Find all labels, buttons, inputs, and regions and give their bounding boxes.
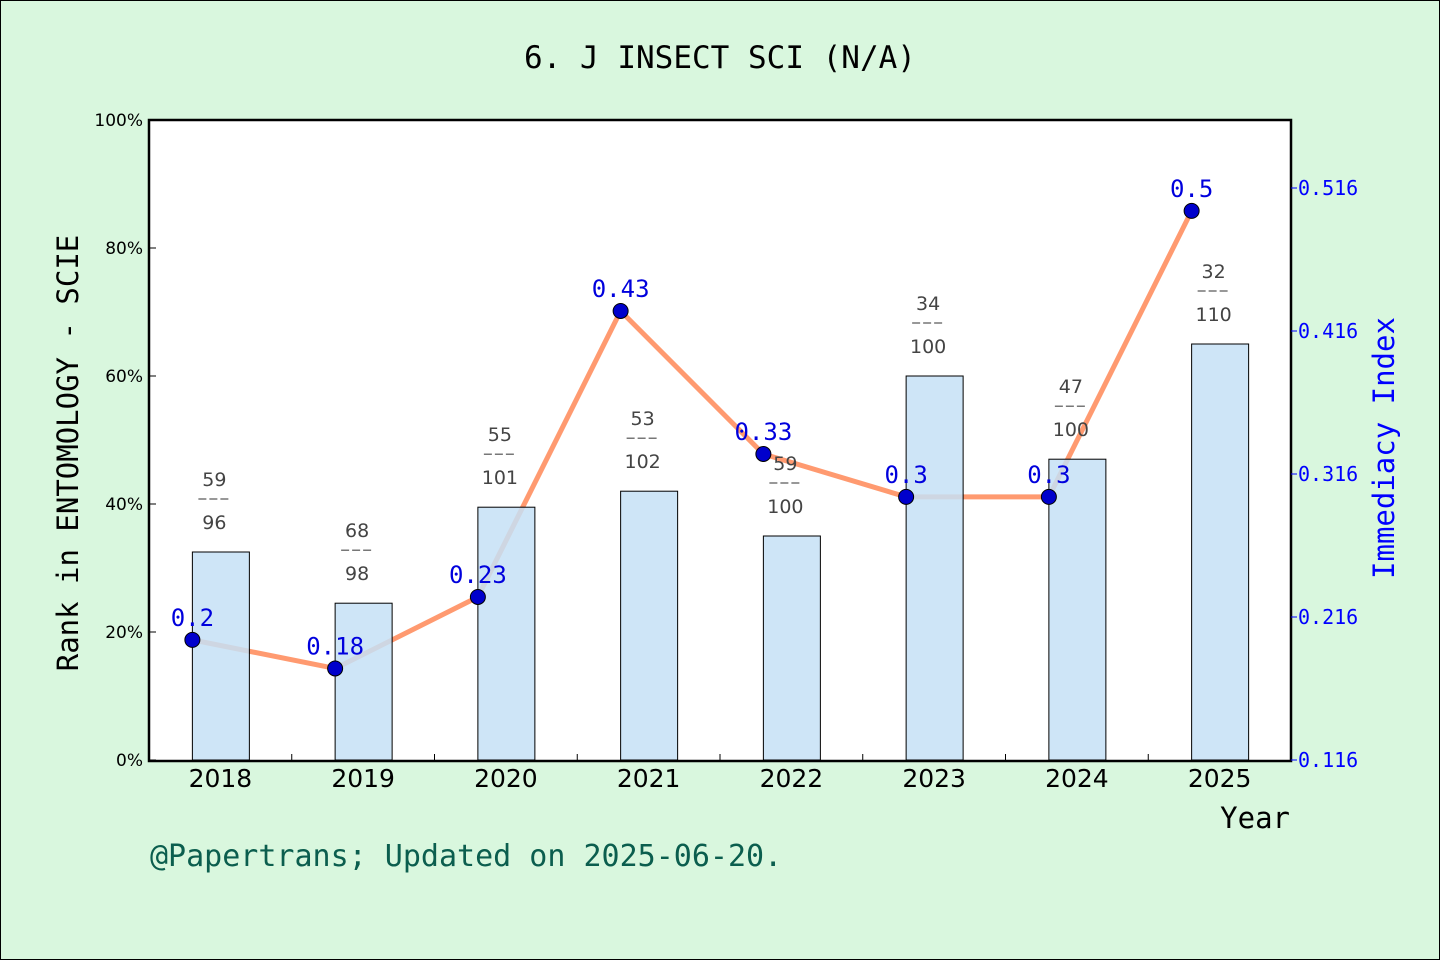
x-tick-label: 2025 — [1188, 764, 1252, 793]
y-tick-label: 20% — [105, 623, 143, 643]
rank-label: 59 — [773, 453, 797, 475]
bar-2025 — [1191, 343, 1250, 761]
point-value-label: 0.3 — [884, 461, 927, 489]
y-tick-label: 40% — [105, 495, 143, 515]
x-tick-label: 2024 — [1045, 764, 1109, 793]
left-axis-label: Rank in ENTOMOLOGY - SCIE — [51, 235, 85, 672]
point-2022 — [755, 445, 772, 462]
right-y-tick-label: 0.316 — [1298, 462, 1358, 486]
total-label: 100 — [767, 496, 803, 518]
x-tick-label: 2019 — [331, 764, 395, 793]
bar-2020 — [477, 506, 536, 761]
rank-label: 32 — [1202, 261, 1226, 283]
total-label: 100 — [1053, 419, 1089, 441]
immediacy-points: 0.2 0.18 0.23 0.43 0.33 0.3 0.3 0.5 — [171, 175, 1213, 677]
bar-2024 — [1048, 458, 1107, 761]
point-value-label: 0.18 — [306, 632, 364, 660]
x-tick-label: 2018 — [189, 764, 253, 793]
x-tick-label: 2022 — [760, 764, 824, 793]
axes: 2018 2019 2020 2021 2022 2023 2024 2025 0% 20% 40%… — [94, 111, 1358, 793]
x-tick-label: 2020 — [474, 764, 538, 793]
rank-label: 47 — [1059, 376, 1083, 398]
bar-2023 — [905, 375, 964, 761]
point-2018 — [184, 631, 201, 648]
y-tick-label: 100% — [94, 111, 143, 131]
rank-label: 53 — [631, 408, 655, 430]
total-label: 100 — [910, 336, 946, 358]
point-2021 — [612, 302, 629, 319]
x-tick-label: 2023 — [902, 764, 966, 793]
bar-2021 — [620, 490, 679, 761]
point-value-label: 0.2 — [171, 604, 214, 632]
rank-label: 34 — [916, 293, 940, 315]
point-value-label: 0.3 — [1027, 461, 1070, 489]
bar-2019 — [334, 602, 393, 761]
y-tick-label: 80% — [105, 239, 143, 259]
right-y-tick-label: 0.516 — [1298, 176, 1358, 200]
point-value-label: 0.23 — [449, 561, 507, 589]
x-axis-label: Year — [1220, 801, 1290, 835]
y-tick-label: 0% — [116, 751, 143, 771]
total-label: 102 — [624, 451, 660, 473]
rank-label: 59 — [202, 469, 226, 491]
rank-label: 55 — [488, 424, 512, 446]
point-value-label: 0.33 — [734, 418, 792, 446]
chart-title: 6. J INSECT SCI (N/A) — [524, 40, 916, 76]
point-value-label: 0.43 — [592, 275, 650, 303]
point-value-label: 0.5 — [1170, 175, 1213, 203]
point-2024 — [1040, 488, 1057, 505]
total-label: 101 — [482, 467, 518, 489]
point-2020 — [469, 588, 486, 605]
x-tick-label: 2021 — [617, 764, 681, 793]
bar-2022 — [762, 535, 821, 761]
right-y-tick-label: 0.416 — [1298, 319, 1358, 343]
total-label: 98 — [345, 563, 369, 585]
bar-2018 — [191, 551, 250, 761]
total-label: 96 — [202, 512, 226, 534]
point-2019 — [327, 660, 344, 677]
point-2023 — [898, 488, 915, 505]
point-2025 — [1183, 202, 1200, 219]
right-y-tick-label: 0.216 — [1298, 605, 1358, 629]
y-tick-label: 60% — [105, 367, 143, 387]
footer-credit: @Papertrans; Updated on 2025-06-20. — [150, 839, 782, 874]
total-label: 110 — [1195, 304, 1231, 326]
right-y-tick-label: 0.116 — [1298, 748, 1358, 772]
right-axis-label: Immediacy Index — [1367, 317, 1401, 579]
plot-frame — [147, 118, 1293, 763]
rank-label: 68 — [345, 520, 369, 542]
